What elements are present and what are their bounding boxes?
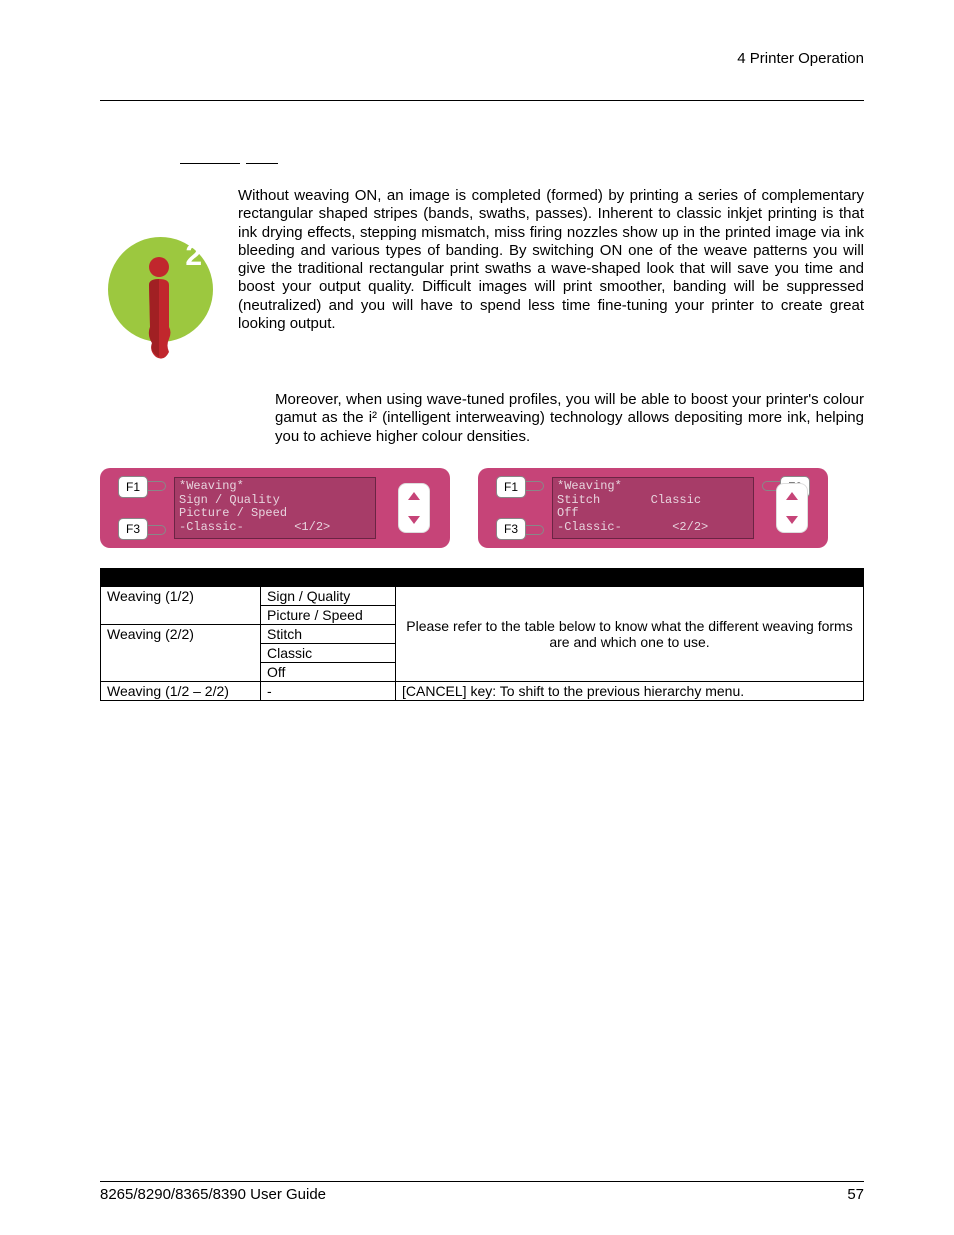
th-2 bbox=[261, 568, 396, 586]
arrow-down-icon bbox=[408, 516, 420, 524]
page: 4 Printer Operation 2 Without weaving ON… bbox=[0, 0, 954, 1235]
f1-key[interactable]: F1 bbox=[118, 476, 148, 498]
lcd-screen-2: *Weaving* Stitch Classic Off -Classic- <… bbox=[552, 477, 754, 539]
weaving-table: Weaving (1/2) Sign / Quality Please refe… bbox=[100, 568, 864, 701]
lcd-screen-1: *Weaving* Sign / Quality Picture / Speed… bbox=[174, 477, 376, 539]
lcd-panel-2: F1 F2 F3 *Weaving* Stitch Classic Off -C… bbox=[478, 468, 828, 548]
header-rule bbox=[100, 100, 864, 101]
cell-picture-speed: Picture / Speed bbox=[261, 605, 396, 624]
arrow-up-icon bbox=[408, 492, 420, 500]
footer-page: 57 bbox=[847, 1186, 864, 1203]
i2-icon-box: 2 bbox=[100, 187, 220, 377]
f1-label: F1 bbox=[504, 480, 518, 494]
lcd-row: F1 F3 *Weaving* Sign / Quality Picture /… bbox=[100, 468, 864, 548]
header-region: 4 Printer Operation bbox=[100, 50, 864, 101]
cell-dash: - bbox=[261, 681, 396, 700]
th-1 bbox=[101, 568, 261, 586]
i2-icon: 2 bbox=[100, 227, 220, 377]
lcd-panel-1: F1 F3 *Weaving* Sign / Quality Picture /… bbox=[100, 468, 450, 548]
f1-label: F1 bbox=[126, 480, 140, 494]
f3-key[interactable]: F3 bbox=[118, 518, 148, 540]
f3-label: F3 bbox=[126, 522, 140, 536]
cell-sign-quality: Sign / Quality bbox=[261, 586, 396, 605]
f3-label: F3 bbox=[504, 522, 518, 536]
cell-weaving-22: Weaving (2/2) bbox=[101, 624, 261, 681]
paragraph-1: Without weaving ON, an image is complete… bbox=[238, 187, 864, 333]
footer-title: 8265/8290/8365/8390 User Guide bbox=[100, 1186, 326, 1203]
footer: 8265/8290/8365/8390 User Guide 57 bbox=[100, 1181, 864, 1203]
cell-stitch: Stitch bbox=[261, 624, 396, 643]
f3-key[interactable]: F3 bbox=[496, 518, 526, 540]
intro-row: 2 Without weaving ON, an image is comple… bbox=[100, 187, 864, 377]
i2-red-shape bbox=[144, 257, 174, 367]
f1-key[interactable]: F1 bbox=[496, 476, 526, 498]
header-section: 4 Printer Operation bbox=[100, 50, 864, 67]
arrow-pad-1[interactable] bbox=[398, 483, 430, 533]
arrow-down-icon bbox=[786, 516, 798, 524]
cell-classic: Classic bbox=[261, 643, 396, 662]
arrow-pad-2[interactable] bbox=[776, 483, 808, 533]
footer-rule bbox=[100, 1181, 864, 1182]
arrow-up-icon bbox=[786, 492, 798, 500]
heading-underline bbox=[180, 151, 864, 167]
cell-cancel: [CANCEL] key: To shift to the previous h… bbox=[396, 681, 864, 700]
cell-off: Off bbox=[261, 662, 396, 681]
cell-weaving-12: Weaving (1/2) bbox=[101, 586, 261, 624]
cell-desc: Please refer to the table below to know … bbox=[396, 586, 864, 681]
cell-weaving-both: Weaving (1/2 – 2/2) bbox=[101, 681, 261, 700]
paragraph-2: Moreover, when using wave-tuned profiles… bbox=[100, 391, 864, 446]
th-3 bbox=[396, 568, 864, 586]
